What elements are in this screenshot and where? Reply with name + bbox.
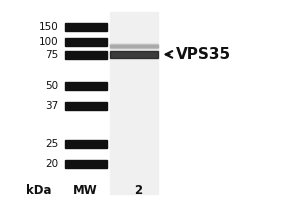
Bar: [110, 44, 158, 45]
Bar: [110, 44, 158, 45]
Bar: [110, 48, 158, 49]
Text: 75: 75: [45, 50, 58, 60]
Text: 150: 150: [39, 22, 58, 32]
Bar: [110, 47, 158, 48]
Bar: [110, 48, 158, 49]
Bar: [110, 46, 158, 47]
Bar: [110, 47, 158, 48]
Text: kDa: kDa: [26, 184, 52, 197]
Text: 20: 20: [45, 159, 58, 169]
Bar: [64, 23, 106, 31]
Bar: [110, 45, 158, 46]
Text: 2: 2: [134, 184, 142, 197]
Bar: [110, 47, 158, 48]
Bar: [64, 38, 106, 46]
Bar: [110, 46, 158, 47]
Bar: [110, 43, 158, 44]
Bar: [64, 160, 106, 168]
Bar: [110, 51, 158, 58]
Bar: [110, 45, 158, 46]
Text: VPS35: VPS35: [176, 47, 231, 62]
Bar: [110, 45, 158, 46]
Bar: [64, 102, 106, 110]
Bar: [64, 140, 106, 148]
Bar: [110, 43, 158, 44]
Text: 37: 37: [45, 101, 58, 111]
Text: MW: MW: [73, 184, 98, 197]
Text: 100: 100: [39, 37, 58, 47]
Bar: [110, 46, 158, 47]
Bar: [64, 82, 106, 90]
Bar: [110, 47, 158, 48]
Text: 50: 50: [45, 81, 58, 91]
Text: 25: 25: [45, 139, 58, 149]
Bar: [110, 44, 158, 45]
Bar: [110, 12, 158, 194]
Bar: [110, 46, 158, 47]
Bar: [110, 45, 158, 46]
Bar: [110, 44, 158, 45]
Bar: [64, 51, 106, 59]
